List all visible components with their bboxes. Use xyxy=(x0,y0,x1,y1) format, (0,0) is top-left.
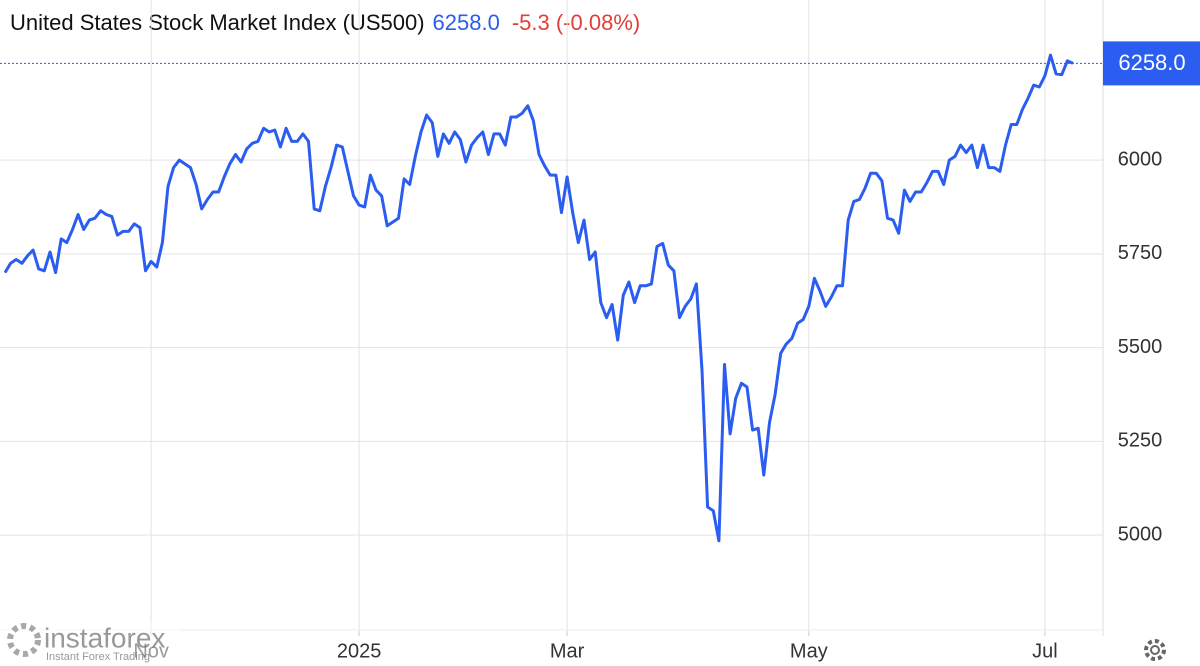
y-tick-label: 5250 xyxy=(1118,430,1163,452)
watermark-name: instaforex xyxy=(44,622,165,653)
price-change: -5.3 (-0.08%) xyxy=(512,10,640,35)
x-tick-label: Mar xyxy=(550,640,585,662)
y-tick-label: 5000 xyxy=(1118,523,1163,545)
watermark: instaforex Instant Forex Trading xyxy=(0,622,180,666)
x-tick-label: 2025 xyxy=(337,640,382,662)
watermark-logo xyxy=(7,623,41,657)
price-line xyxy=(3,53,1074,543)
gear-teeth[interactable] xyxy=(1144,639,1166,661)
watermark-tagline: Instant Forex Trading xyxy=(46,651,150,663)
chart-header: United States Stock Market Index (US500)… xyxy=(10,10,640,35)
price: 6258.0 xyxy=(433,10,500,35)
y-tick-label: 6000 xyxy=(1118,148,1163,170)
settings-icon[interactable] xyxy=(1144,639,1166,661)
y-tick-label: 5500 xyxy=(1118,336,1163,358)
x-tick-label: May xyxy=(790,640,828,662)
last-price-label: 6258.0 xyxy=(1118,50,1185,75)
chart-title: United States Stock Market Index (US500) xyxy=(10,10,425,35)
gear-hub[interactable] xyxy=(1150,645,1160,655)
y-tick-label: 5750 xyxy=(1118,242,1163,264)
x-tick-label: Jul xyxy=(1032,640,1058,662)
last-price-box xyxy=(1103,41,1200,86)
